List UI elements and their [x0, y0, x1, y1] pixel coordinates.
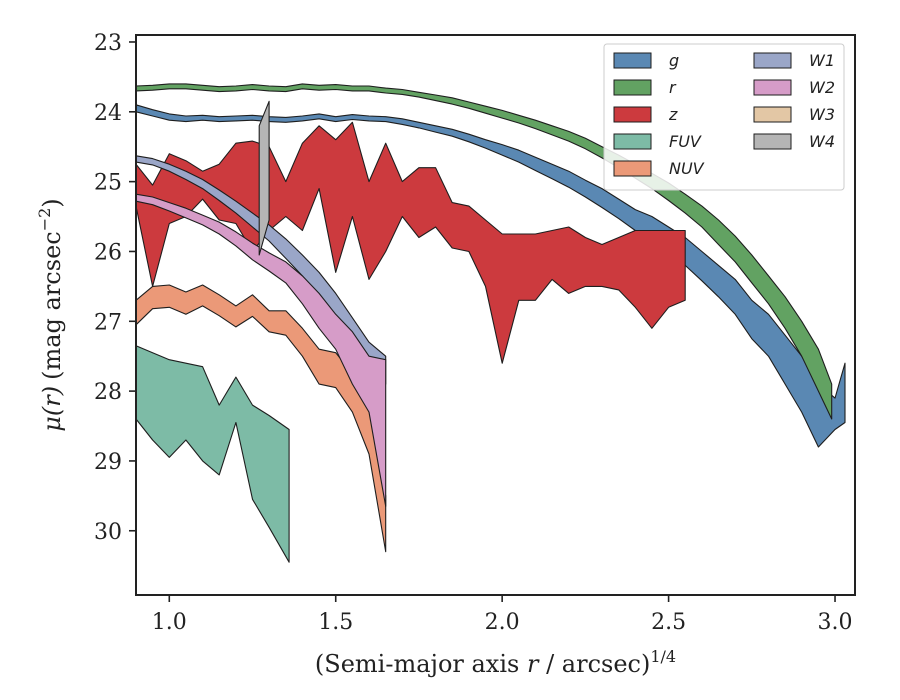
- legend-swatch-nuv: [613, 160, 652, 177]
- x-axis-label-main: (Semi-major axis: [315, 650, 527, 678]
- y-axis-label-var: μ(r): [38, 386, 66, 432]
- legend-swatch-r: [613, 79, 652, 96]
- legend-label-w4: W4: [809, 132, 835, 151]
- y-tick-label: 26: [94, 240, 122, 265]
- legend-swatch-w1: [753, 52, 792, 69]
- y-tick-label: 29: [94, 450, 122, 475]
- legend-label-nuv: NUV: [669, 159, 705, 178]
- y-axis-label-exponent: −2: [35, 208, 54, 232]
- x-axis-label: (Semi-major axis r / arcsec)1/4: [315, 647, 676, 678]
- x-axis-label-var: r: [527, 650, 540, 678]
- y-tick-label: 30: [94, 520, 122, 545]
- series-band-r: [135, 83, 833, 420]
- legend-swatch-z: [613, 106, 652, 123]
- legend: grz FUV NUV W1 W2 W3 W4: [603, 43, 845, 191]
- series-layer: [135, 83, 846, 563]
- x-tick-label: 3.0: [818, 610, 853, 635]
- series-band-g: [135, 104, 846, 448]
- y-tick-label: 27: [94, 310, 122, 335]
- legend-label-w1: W1: [809, 51, 835, 70]
- y-axis: 23 24 25 26 27 28 29 30: [94, 31, 136, 545]
- legend-label-w3: W3: [809, 105, 835, 124]
- legend-label-z: z: [668, 105, 678, 124]
- legend-swatch-g: [613, 52, 652, 69]
- legend-swatch-w3: [753, 106, 792, 123]
- y-axis-label-main: (mag arcsec: [38, 231, 66, 380]
- x-tick-label: 2.0: [485, 610, 520, 635]
- x-tick-label: 1.5: [318, 610, 353, 635]
- y-tick-label: 28: [94, 380, 122, 405]
- series-band-w2: [135, 193, 387, 507]
- x-axis: 1.0 1.5 2.0 2.5 3.0: [152, 595, 853, 635]
- series-band-fuv: [135, 345, 290, 563]
- legend-swatch-w4: [753, 133, 792, 150]
- legend-swatch-w2: [753, 79, 792, 96]
- y-axis-label-close: ): [38, 198, 66, 207]
- x-tick-label: 2.5: [651, 610, 686, 635]
- x-axis-label-unit: / arcsec): [538, 650, 650, 678]
- y-axis-label: μ(r) (mag arcsec−2): [35, 198, 66, 431]
- legend-label-w2: W2: [809, 78, 835, 97]
- plot-frame: [135, 34, 856, 596]
- legend-swatch-fuv: [613, 133, 652, 150]
- x-tick-label: 1.0: [152, 610, 187, 635]
- legend-label-fuv: FUV: [669, 132, 702, 151]
- y-tick-label: 24: [94, 101, 122, 126]
- x-axis-label-exponent: 1/4: [650, 647, 676, 666]
- series-band-nuv: [135, 284, 387, 553]
- legend-label-g: g: [669, 51, 679, 70]
- series-band-w4: [258, 100, 270, 256]
- legend-label-r: r: [669, 78, 677, 97]
- series-band-z: [135, 121, 686, 364]
- y-tick-label: 23: [94, 31, 122, 56]
- y-tick-label: 25: [94, 171, 122, 196]
